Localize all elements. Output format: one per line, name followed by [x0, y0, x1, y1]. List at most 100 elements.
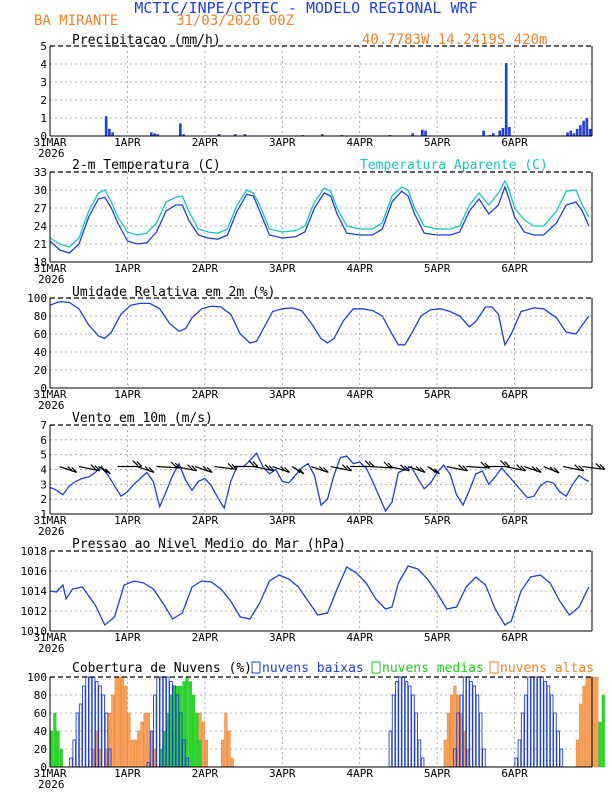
wind-ytick-label: 1	[40, 508, 47, 521]
precip-bar	[585, 118, 589, 136]
wind-xtick-label: 2APR	[192, 514, 219, 527]
precip-bar	[498, 130, 502, 136]
cloud-bar-nuvens-baixas	[546, 685, 551, 768]
cloud-bar-nuvens-baixas	[414, 712, 418, 768]
precip-bar	[182, 134, 185, 136]
precip-year-label: 2026	[38, 147, 65, 160]
cloud-bar-nuvens-baixas	[475, 694, 480, 768]
precip-bar	[579, 125, 582, 136]
wind-barb-tick	[531, 466, 538, 472]
wind-barb-tick	[132, 460, 139, 466]
wind-barb-tick	[458, 464, 465, 471]
cloud-bar-nuvens-medias	[198, 739, 202, 768]
wind-barb-tick	[383, 461, 390, 468]
wind-barb-tick	[318, 466, 325, 472]
wind-barb-tick	[187, 464, 194, 471]
wind-barb-tick	[202, 466, 209, 472]
cloud-bar-nuvens-baixas	[404, 681, 409, 768]
cloud-bar-nuvens-baixas	[407, 685, 412, 768]
cloud-bar-nuvens-baixas	[398, 676, 402, 768]
wind-barb-tick	[298, 468, 305, 475]
wind-barb-tick	[346, 465, 352, 472]
wind-barb	[272, 465, 291, 474]
wind-barb	[485, 460, 510, 468]
cloud-bar-nuvens-medias	[598, 721, 602, 768]
cloud-legend-high-label: nuvens altas	[500, 661, 594, 676]
cloud-bar-nuvens-altas	[230, 757, 234, 768]
precip-xtick-label: 2APR	[192, 136, 219, 149]
cloud-bar-nuvens-baixas	[69, 757, 73, 768]
wind-barb	[562, 464, 585, 472]
precip-bar	[217, 134, 221, 136]
wind-barb-shaft	[562, 465, 584, 472]
wind-ytick-label: 5	[40, 449, 47, 462]
cloud-bar-nuvens-baixas	[85, 676, 89, 768]
wind-barb	[214, 462, 238, 471]
cloud-bar-nuvens-altas	[114, 676, 118, 768]
wind-ytick-label: 6	[40, 434, 47, 447]
wind-barb-tick	[191, 465, 198, 472]
mslp-series-line	[49, 565, 590, 627]
temp-ytick-label: 18	[34, 256, 47, 269]
wind-xtick-label: 1APR	[114, 514, 141, 527]
cloud-bar-nuvens-medias	[188, 681, 192, 768]
cloud-bar-nuvens-medias	[601, 694, 605, 768]
clouds-xtick-label: 2APR	[192, 767, 219, 780]
rh-xtick-label: 5APR	[424, 388, 451, 401]
temp-xtick-label: 31MAR	[33, 262, 66, 275]
cloud-bar-nuvens-baixas	[395, 681, 399, 768]
cloud-bar-nuvens-altas	[582, 685, 586, 768]
precip-ytick-label: 3	[40, 76, 47, 89]
wind-xtick-label: 3APR	[269, 514, 296, 527]
rh-ytick-label: 60	[34, 328, 47, 341]
wind-barb-shaft	[407, 465, 426, 474]
precip-bar	[575, 128, 579, 136]
cloud-bar-nuvens-medias	[185, 676, 189, 768]
clouds-ytick-label: 80	[34, 689, 47, 702]
cloud-bar-nuvens-baixas	[478, 712, 483, 768]
rh-ytick-label: 20	[34, 364, 47, 377]
cloud-bar-nuvens-baixas	[530, 676, 535, 768]
wind-barb-tick	[100, 467, 107, 474]
mslp-ytick-label: 1016	[21, 565, 48, 578]
temp-xtick-label: 3APR	[269, 262, 296, 275]
rh-xtick-label: 3APR	[269, 388, 296, 401]
cloud-legend-high: nuvens altas	[489, 661, 594, 676]
wind-barb	[388, 464, 410, 472]
cloud-bar-nuvens-altas	[117, 676, 121, 768]
wind-barb-tick	[578, 465, 585, 472]
wind-ytick-label: 3	[40, 478, 47, 491]
temp-xtick-label: 2APR	[192, 262, 219, 275]
cloud-bar-nuvens-baixas	[527, 676, 531, 768]
precip-bar	[153, 133, 156, 136]
wind-xtick-label: 31MAR	[33, 514, 66, 527]
wind-barb	[524, 465, 542, 474]
wind-barb-tick	[535, 467, 542, 473]
wind-barb-tick	[415, 466, 422, 472]
cloud-bar-nuvens-altas	[450, 694, 454, 768]
wind-barb-tick	[484, 462, 491, 469]
precip-xtick-label: 6APR	[501, 136, 528, 149]
header-coords: 40.7783W 14.2419S 420m	[362, 32, 547, 48]
wind-barb-shaft	[136, 465, 155, 474]
wind-ytick-label: 2	[40, 493, 47, 506]
wind-barb-shaft	[543, 465, 560, 474]
wind-barb-tick	[434, 468, 440, 475]
wind-xtick-label: 6APR	[501, 514, 528, 527]
wind-barb-tick	[294, 467, 301, 474]
cloud-bar-nuvens-medias	[59, 748, 63, 768]
wind-barb-shaft	[466, 465, 490, 469]
wind-barb	[175, 464, 198, 472]
temp-xtick-label: 5APR	[424, 262, 451, 275]
cloud-bar-nuvens-altas	[143, 712, 147, 768]
precip-bar	[504, 63, 508, 136]
temp-xtick-label: 6APR	[501, 262, 528, 275]
header-location: BA MIRANTE	[34, 13, 118, 29]
cloud-bar-nuvens-altas	[443, 739, 447, 768]
wind-barb-shaft	[78, 465, 100, 472]
precip-bar	[233, 134, 237, 136]
cloud-bar-nuvens-baixas	[75, 712, 80, 768]
